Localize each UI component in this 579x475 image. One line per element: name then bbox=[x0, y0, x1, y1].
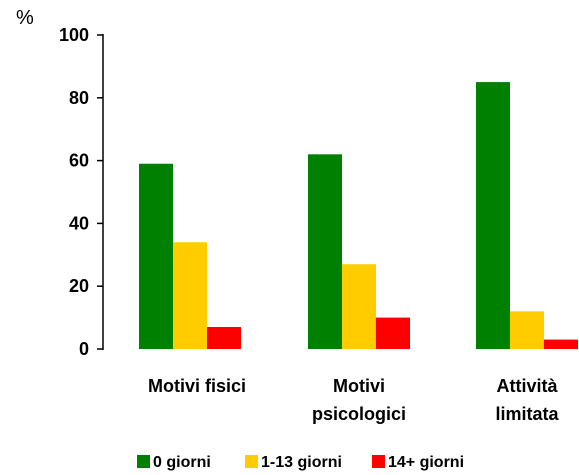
legend-swatch bbox=[245, 455, 258, 468]
x-category-label: Motivi fisici bbox=[148, 376, 246, 396]
bar-1-13-giorni-1 bbox=[173, 242, 207, 349]
bar-1-13-giorni-2 bbox=[342, 264, 376, 349]
y-tick-label: 0 bbox=[79, 339, 89, 359]
legend-label: 14+ giorni bbox=[388, 454, 464, 471]
y-tick-label: 40 bbox=[69, 213, 89, 233]
legend-swatch bbox=[372, 455, 385, 468]
bar-0-giorni-1 bbox=[139, 163, 173, 349]
x-category-label: Attività bbox=[496, 376, 558, 396]
legend-label: 0 giorni bbox=[153, 454, 211, 471]
legend-label: 1-13 giorni bbox=[261, 454, 342, 471]
y-axis-unit: % bbox=[16, 7, 34, 29]
bars-group bbox=[139, 82, 578, 349]
bar-0-giorni-3 bbox=[476, 82, 510, 349]
y-tick-label: 20 bbox=[69, 276, 89, 296]
legend: 0 giorni 1-13 giorni 14+ giorni bbox=[137, 454, 464, 471]
bar-14-giorni-1 bbox=[207, 327, 241, 349]
x-category-label: Motivi bbox=[333, 376, 385, 396]
bar-14-giorni-2 bbox=[376, 317, 410, 349]
bar-14-giorni-3 bbox=[544, 339, 578, 349]
y-axis-ticks: 0 20 40 60 80 100 bbox=[59, 25, 103, 359]
x-category-label: psicologici bbox=[312, 404, 406, 424]
y-tick-label: 60 bbox=[69, 151, 89, 171]
bar-1-13-giorni-3 bbox=[510, 311, 544, 349]
legend-swatch bbox=[137, 455, 150, 468]
y-tick-label: 100 bbox=[59, 25, 89, 45]
y-tick-label: 80 bbox=[69, 88, 89, 108]
x-category-label: limitata bbox=[495, 404, 559, 424]
x-axis-labels: Motivi fisici Motivi psicologici Attività li… bbox=[148, 376, 559, 424]
bar-0-giorni-2 bbox=[308, 154, 342, 349]
